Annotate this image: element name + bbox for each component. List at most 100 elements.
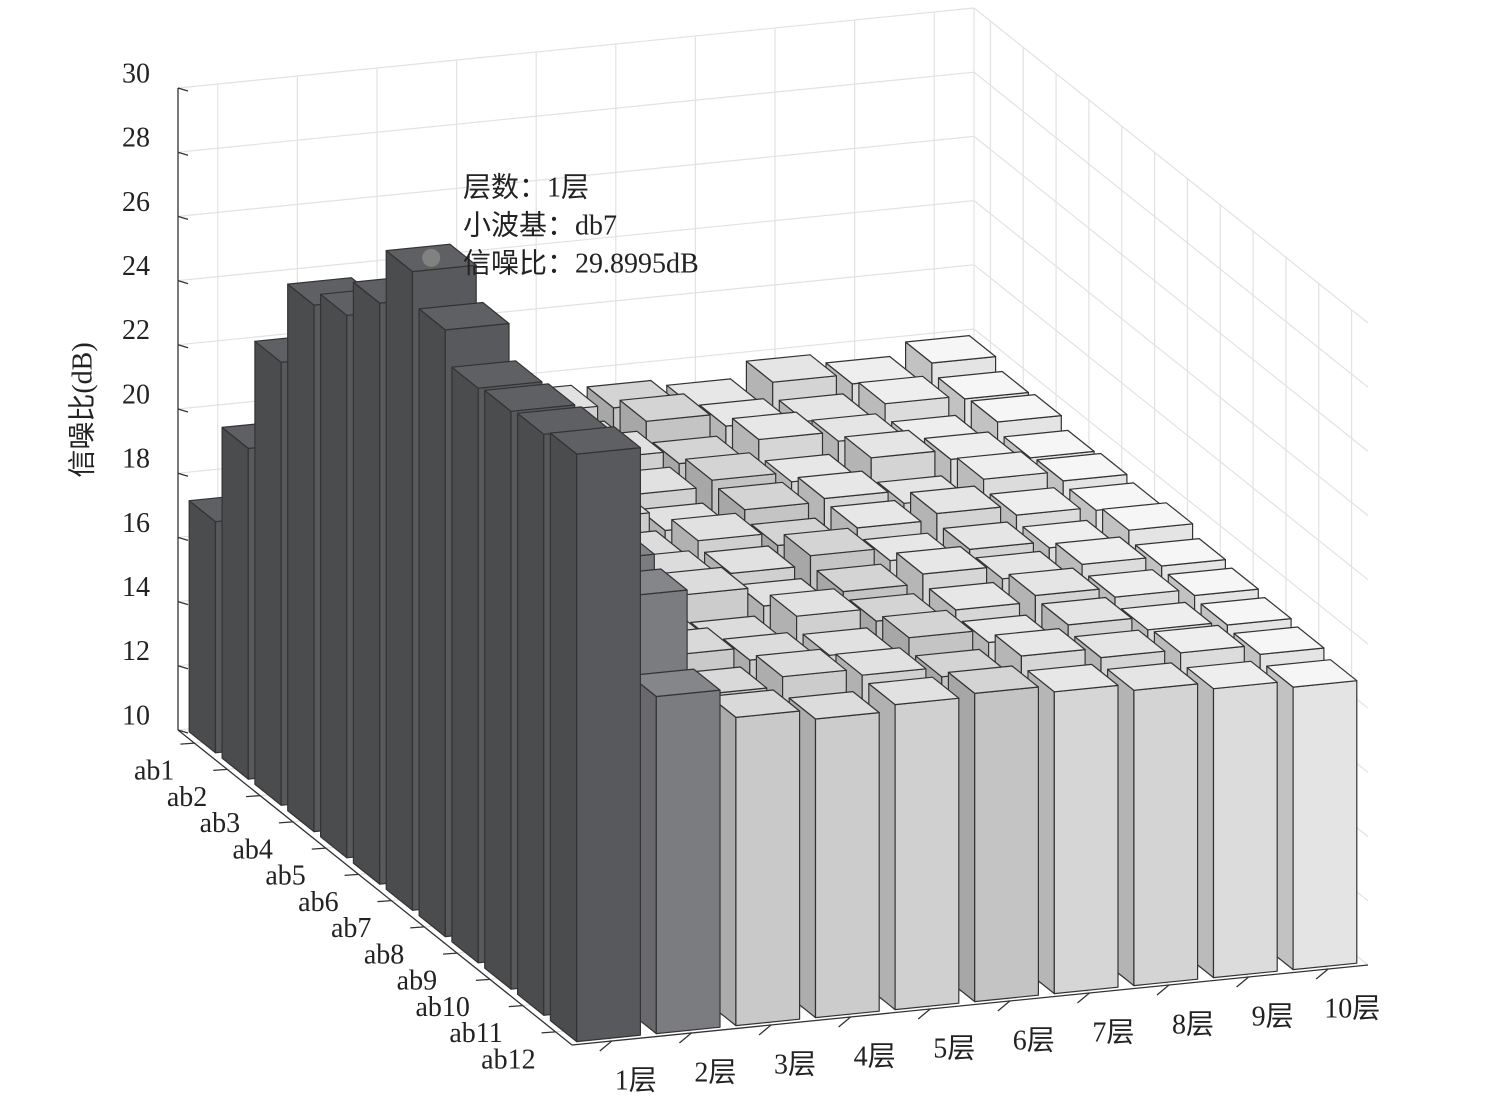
bar-front-face	[894, 697, 960, 1011]
bar-left-face	[516, 412, 545, 1016]
bar-front-face	[735, 710, 801, 1027]
z-tick-label: 20	[122, 379, 150, 410]
bar-top-face	[928, 581, 1021, 611]
z-tick-label: 16	[122, 508, 150, 539]
grid-line	[973, 264, 1369, 581]
bar-top-face	[844, 429, 936, 459]
bar	[947, 665, 1040, 1003]
bar-top-face	[1186, 660, 1278, 690]
bar-top-face	[1027, 663, 1119, 693]
bar-left-face	[188, 500, 217, 754]
bar-top-face	[1134, 537, 1227, 567]
z-tick	[177, 408, 189, 413]
grid-line	[973, 71, 1369, 388]
depth-axis	[177, 729, 573, 1046]
z-tick	[177, 600, 189, 606]
depth-tick-label: ab5	[265, 861, 305, 892]
grid-line	[177, 135, 975, 217]
bar	[788, 690, 880, 1019]
bar-top-face	[1167, 567, 1259, 597]
z-tick-label: 28	[122, 123, 150, 154]
layer-tick-label: 9层	[1252, 1001, 1294, 1032]
z-tick-label: 18	[122, 444, 150, 475]
bar-top-face	[745, 354, 838, 383]
bar-left-face	[549, 432, 578, 1043]
bar-top-face	[1055, 536, 1147, 566]
depth-tick	[311, 847, 326, 850]
depth-tick	[541, 1031, 556, 1034]
layer-tick	[599, 1040, 613, 1052]
bar-top-face	[947, 665, 1040, 695]
grid-line	[973, 200, 1369, 517]
depth-tick	[475, 978, 490, 982]
depth-tick-label: ab6	[298, 887, 338, 918]
bar-top-face	[1003, 429, 1095, 459]
bar-top-face	[1074, 629, 1166, 659]
depth-tick	[508, 1004, 523, 1008]
grid-line	[177, 7, 975, 89]
bar	[1266, 659, 1358, 971]
grid-line	[973, 135, 1369, 452]
bar-left-face	[287, 283, 315, 833]
layer-tick-label: 7层	[1092, 1017, 1134, 1048]
z-tick-label: 10	[122, 700, 150, 731]
depth-tick	[410, 926, 425, 929]
bar-top-face	[858, 375, 950, 405]
bar-top-face	[882, 609, 974, 639]
depth-tick-label: ab8	[364, 939, 404, 970]
bar-front-face	[655, 689, 721, 1035]
layer-tick	[838, 1016, 852, 1028]
z-tick-label: 22	[122, 315, 150, 346]
bar	[549, 426, 642, 1043]
z-tick	[177, 279, 189, 285]
bar-left-face	[484, 389, 512, 990]
layer-tick-label: 4层	[854, 1041, 896, 1072]
layer-tick	[1315, 968, 1329, 980]
layer-tick	[678, 1032, 692, 1044]
bar-top-face	[769, 588, 861, 617]
bar-top-face	[671, 512, 763, 542]
bar-front-face	[1133, 683, 1199, 987]
depth-tick-label: ab11	[449, 1018, 502, 1049]
data-tip-marker	[422, 248, 441, 267]
bar-top-face	[418, 301, 510, 331]
bar-front-face	[1053, 684, 1119, 995]
bar-top-face	[708, 689, 801, 719]
bar-top-face	[1200, 596, 1292, 626]
z-tick	[177, 87, 189, 92]
bar-top-face	[904, 335, 997, 364]
bar	[868, 676, 960, 1011]
z-tick	[177, 665, 189, 670]
grid-line	[177, 71, 975, 153]
z-tick	[177, 536, 189, 542]
data-tip-text: 信噪比：29.8995dB	[463, 247, 699, 279]
bar-top-face	[1153, 624, 1245, 654]
layer-tick-label: 5层	[933, 1033, 975, 1064]
bar	[708, 689, 801, 1027]
layer-tick	[1076, 992, 1090, 1004]
bar-top-face	[619, 393, 711, 422]
bar	[629, 668, 721, 1035]
bar-top-face	[451, 360, 543, 389]
bar-top-face	[994, 627, 1086, 657]
bar-left-face	[418, 308, 446, 938]
bar-top-face	[1106, 662, 1199, 691]
depth-tick-label: ab12	[481, 1044, 535, 1075]
layer-tick	[758, 1024, 772, 1036]
bar-top-face	[868, 676, 960, 706]
bar-top-face	[970, 394, 1062, 423]
grid-line	[177, 200, 975, 282]
bar-top-face	[703, 545, 796, 575]
bar-top-face	[1041, 596, 1133, 626]
bar-front-face	[1292, 680, 1358, 971]
bar-top-face	[989, 487, 1081, 516]
bar-top-face	[1036, 452, 1128, 482]
bar-top-face	[956, 451, 1048, 480]
layer-tick-label: 8层	[1172, 1009, 1214, 1040]
layer-tick	[1236, 976, 1250, 988]
z-tick	[177, 344, 189, 349]
depth-tick	[377, 899, 392, 903]
bar-left-face	[254, 340, 282, 806]
bar-top-face	[484, 383, 576, 412]
